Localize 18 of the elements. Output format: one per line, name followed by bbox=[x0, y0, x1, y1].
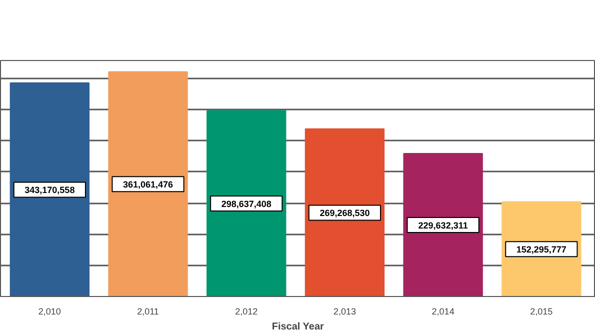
x-tick-label: 2,012 bbox=[235, 306, 258, 316]
data-label: 152,295,777 bbox=[516, 244, 566, 255]
bar bbox=[108, 71, 188, 296]
data-label: 229,632,311 bbox=[418, 220, 468, 231]
x-tick-label: 2,011 bbox=[137, 306, 159, 316]
bar bbox=[10, 82, 90, 296]
x-tick-label: 2,015 bbox=[530, 306, 553, 316]
data-label: 269,268,530 bbox=[320, 208, 370, 218]
bar bbox=[206, 110, 286, 296]
data-label: 298,637,408 bbox=[221, 199, 272, 210]
bar bbox=[403, 153, 483, 296]
x-tick-label: 2,014 bbox=[432, 306, 454, 316]
bar bbox=[304, 128, 385, 296]
data-label: 343,170,558 bbox=[24, 185, 75, 196]
x-axis-title: Fiscal Year bbox=[272, 322, 324, 332]
x-tick-label: 2,010 bbox=[38, 306, 61, 316]
data-label: 361,061,476 bbox=[122, 180, 174, 190]
x-tick-label: 2,013 bbox=[333, 306, 356, 316]
